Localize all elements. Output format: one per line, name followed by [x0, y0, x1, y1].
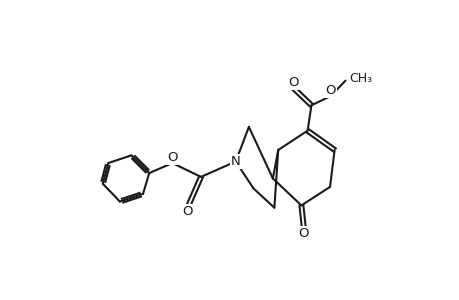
Text: O: O	[182, 206, 193, 218]
Text: O: O	[325, 84, 335, 97]
Text: O: O	[167, 151, 177, 164]
Text: O: O	[288, 76, 298, 89]
Text: O: O	[298, 227, 308, 240]
Text: N: N	[230, 155, 240, 168]
Text: CH₃: CH₃	[348, 72, 371, 86]
